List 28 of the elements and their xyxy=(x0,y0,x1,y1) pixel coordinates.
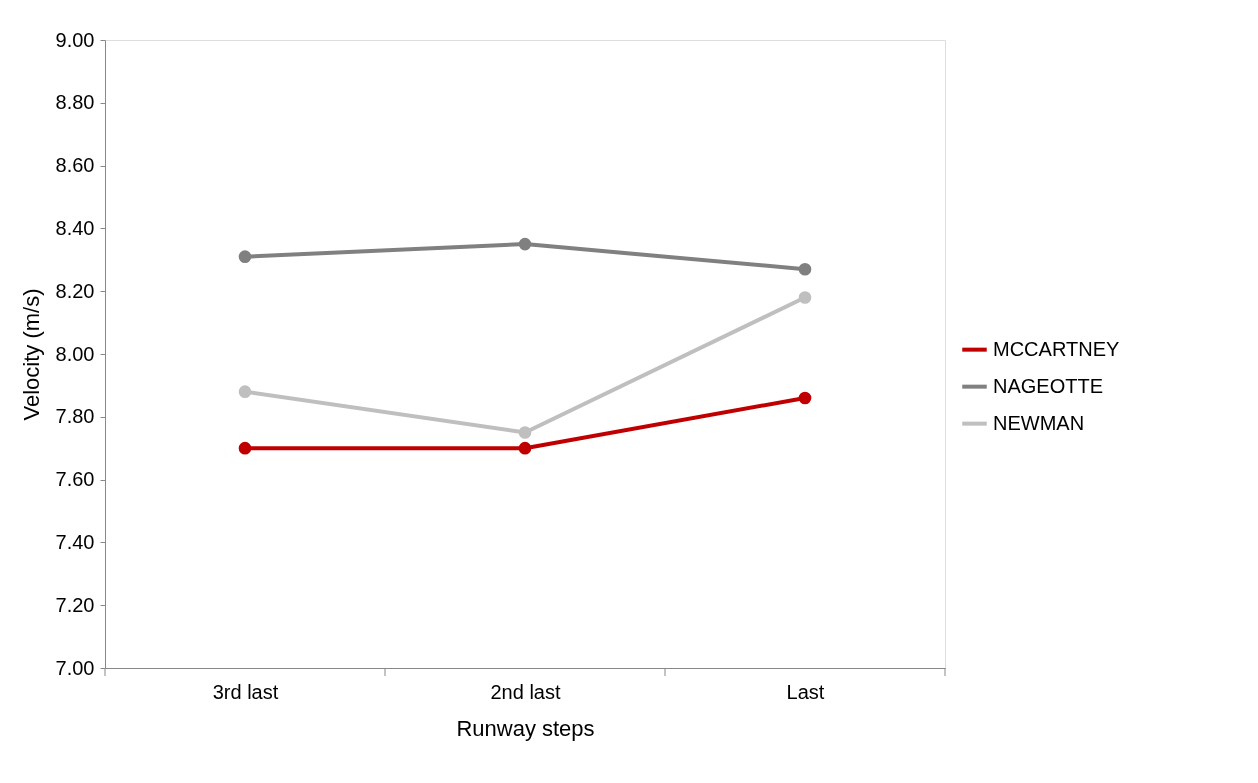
x-tick-label: Last xyxy=(786,680,825,703)
y-tick-label: 8.00 xyxy=(55,342,95,365)
point xyxy=(238,441,252,455)
legend-label: MCCARTNEY xyxy=(993,337,1120,360)
point xyxy=(518,426,532,439)
point xyxy=(798,262,812,276)
x-axis-title: Runway steps xyxy=(456,715,595,741)
y-tick-label: 7.00 xyxy=(55,656,95,679)
y-tick-label: 7.60 xyxy=(55,468,95,491)
legend-label: NAGEOTTE xyxy=(993,374,1104,397)
x-tick-label: 2nd last xyxy=(490,680,561,703)
y-axis-title: Velocity (m/s) xyxy=(18,288,44,421)
point xyxy=(238,250,252,263)
x-tick-label: 3rd last xyxy=(212,680,279,703)
y-tick-label: 8.20 xyxy=(55,279,95,302)
legend-label: NEWMAN xyxy=(993,411,1085,434)
y-tick-label: 7.80 xyxy=(55,405,95,428)
y-tick-label: 9.00 xyxy=(55,28,95,51)
y-tick-label: 7.20 xyxy=(55,593,95,616)
y-tick-label: 7.40 xyxy=(55,530,95,553)
y-tick-label: 8.60 xyxy=(55,154,95,177)
point xyxy=(798,391,812,405)
y-tick-label: 8.40 xyxy=(55,216,95,239)
point xyxy=(518,441,532,455)
point xyxy=(798,291,812,304)
y-tick-label: 8.80 xyxy=(55,91,95,114)
point xyxy=(518,237,532,251)
point xyxy=(238,385,252,398)
